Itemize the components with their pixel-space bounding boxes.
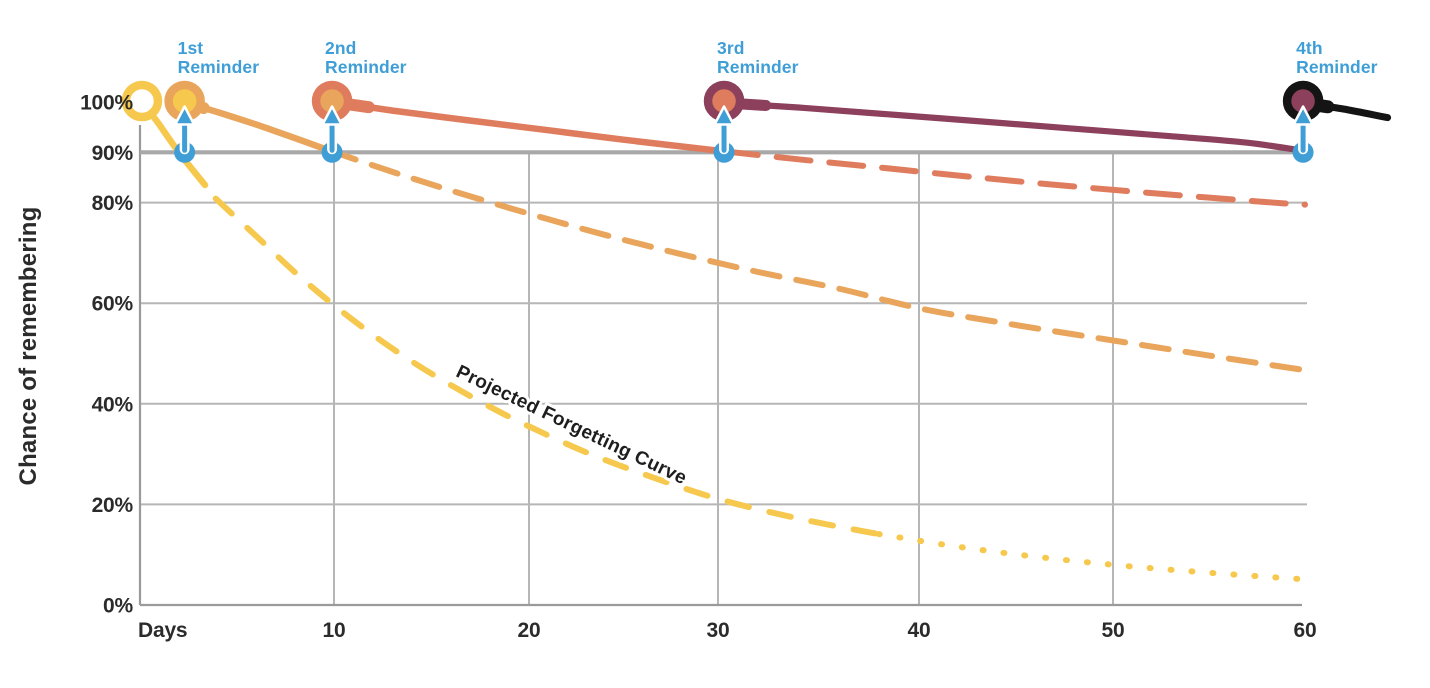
x-tick-60: 60	[1294, 619, 1317, 642]
start-point-circle	[121, 80, 163, 122]
curve-after-2nd-reminder-solid	[336, 99, 728, 155]
reminder-label-4-line1: 4th	[1296, 38, 1323, 58]
y-axis-title: Chance of remembering	[15, 207, 42, 486]
curve-projected-forgetting-dashed	[212, 195, 882, 538]
reminder-label-1-line1: 1st	[178, 38, 204, 58]
x-tick-30: 30	[707, 619, 730, 642]
markers-layer	[121, 80, 1324, 163]
up-arrow-icon-1	[173, 105, 196, 126]
x-tick-40: 40	[908, 619, 931, 642]
x-tick-50: 50	[1102, 619, 1125, 642]
x-tick-days: Days	[138, 619, 187, 642]
curve-after-1st-reminder-projected-dashed	[327, 147, 1308, 374]
y-tick-40: 40%	[92, 393, 134, 416]
reminder-label-4-line2: Reminder	[1296, 57, 1378, 77]
reminder-label-2-line1: 2nd	[325, 38, 356, 58]
y-tick-60: 60%	[92, 293, 134, 316]
y-tick-100: 100%	[80, 92, 133, 115]
y-tick-20: 20%	[92, 494, 134, 517]
reminder-label-3-line2: Reminder	[717, 57, 799, 77]
y-tick-0: 0%	[103, 595, 133, 618]
y-tick-90: 90%	[92, 142, 134, 165]
reminder-label-3-line1: 3rd	[717, 38, 745, 58]
reminder-label-1-line2: Reminder	[178, 57, 260, 77]
labels-layer: Chance of remembering Projected Forgetti…	[15, 38, 1378, 642]
x-tick-20: 20	[518, 619, 541, 642]
y-tick-80: 80%	[92, 192, 134, 215]
reminder-label-2-line2: Reminder	[325, 57, 407, 77]
grid-layer	[138, 125, 1307, 607]
up-arrow-icon-2	[321, 105, 343, 126]
up-arrow-icon-3	[713, 105, 735, 126]
curve-after-2nd-reminder-projected-dashed	[721, 148, 1308, 208]
x-tick-10: 10	[323, 619, 346, 642]
curve-projected-forgetting-tail-dots	[875, 531, 1308, 583]
forgetting-curve-annotation: Projected Forgetting Curve	[453, 361, 690, 489]
curves-layer	[136, 96, 1392, 583]
up-arrow-icon-4	[1292, 105, 1314, 126]
curve-after-3rd-reminder-solid	[722, 99, 1307, 154]
